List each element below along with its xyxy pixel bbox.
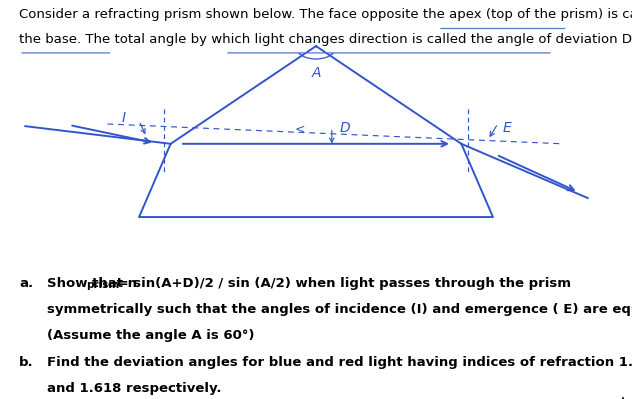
Text: Show that n: Show that n (47, 277, 137, 290)
Text: and 1.618 respectively.: and 1.618 respectively. (47, 382, 222, 395)
Text: Consider a refracting prism shown below. The face opposite the apex (top of the : Consider a refracting prism shown below.… (19, 8, 632, 21)
Text: <: < (295, 122, 305, 135)
Text: the base. The total angle by which light changes direction is called the angle o: the base. The total angle by which light… (19, 33, 632, 45)
Text: = sin(A+D)/2 / sin (A/2) when light passes through the prism: = sin(A+D)/2 / sin (A/2) when light pass… (113, 277, 571, 290)
Text: prism: prism (87, 280, 120, 290)
Text: E: E (502, 120, 511, 134)
Text: (Assume the angle A is 60°): (Assume the angle A is 60°) (47, 329, 255, 342)
Text: Find the deviation angles for blue and red light having indices of refraction 1.: Find the deviation angles for blue and r… (47, 356, 632, 369)
Text: a.: a. (19, 277, 33, 290)
Text: D: D (339, 120, 349, 134)
Text: I: I (121, 111, 125, 125)
Text: symmetrically such that the angles of incidence (I) and emergence ( E) are equal: symmetrically such that the angles of in… (47, 303, 632, 316)
Text: b.: b. (19, 356, 33, 369)
Text: A: A (311, 66, 321, 80)
